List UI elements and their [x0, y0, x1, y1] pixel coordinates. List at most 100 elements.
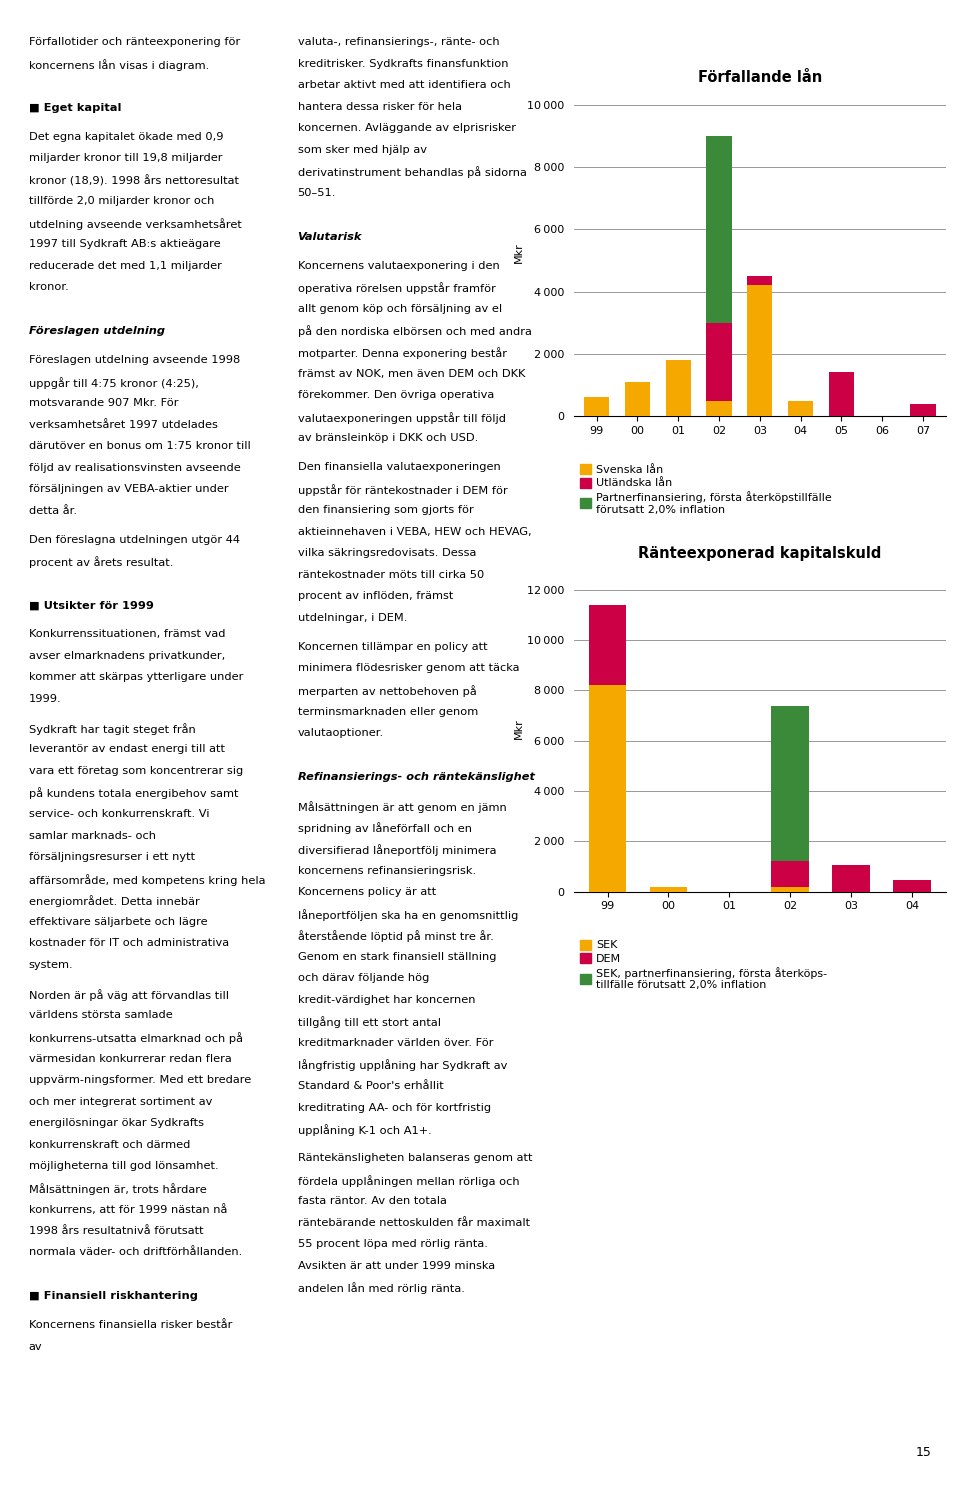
Text: förekommer. Den övriga operativa: förekommer. Den övriga operativa [298, 389, 493, 400]
Text: energilösningar ökar Sydkrafts: energilösningar ökar Sydkrafts [29, 1117, 204, 1128]
Text: utdelningar, i DEM.: utdelningar, i DEM. [298, 612, 407, 623]
Text: 55 procent löpa med rörlig ränta.: 55 procent löpa med rörlig ränta. [298, 1239, 488, 1250]
Bar [707, 401, 732, 416]
Text: motparter. Denna exponering består: motparter. Denna exponering består [298, 346, 507, 360]
Text: Föreslagen utdelning: Föreslagen utdelning [29, 325, 165, 336]
Text: på kundens totala energibehov samt: på kundens totala energibehov samt [29, 788, 238, 799]
Text: procent av inflöden, främst: procent av inflöden, främst [298, 591, 453, 602]
Legend: Svenska lån, Utländska lån, Partnerfinansiering, första återköpstillfälle
föruts: Svenska lån, Utländska lån, Partnerfinan… [580, 464, 832, 514]
Text: konkurrenskraft och därmed: konkurrenskraft och därmed [29, 1140, 190, 1150]
Text: kreditmarknader världen över. För: kreditmarknader världen över. För [298, 1037, 493, 1048]
Text: spridning av låneförfall och en: spridning av låneförfall och en [298, 822, 471, 835]
Text: motsvarande 907 Mkr. För: motsvarande 907 Mkr. För [29, 398, 179, 409]
Bar [665, 360, 691, 416]
Text: kostnader för IT och administrativa: kostnader för IT och administrativa [29, 938, 228, 948]
Text: möjligheterna till god lönsamhet.: möjligheterna till god lönsamhet. [29, 1161, 219, 1171]
Text: diversifierad låneportfölj minimera: diversifierad låneportfölj minimera [298, 844, 496, 856]
Text: fördela upplåningen mellan rörliga och: fördela upplåningen mellan rörliga och [298, 1174, 519, 1187]
Text: system.: system. [29, 960, 73, 970]
Text: försäljningsresurser i ett nytt: försäljningsresurser i ett nytt [29, 851, 195, 862]
Text: av: av [29, 1342, 42, 1352]
Y-axis label: Mkr: Mkr [515, 242, 524, 263]
Text: Refinansierings- och räntekänslighet: Refinansierings- och räntekänslighet [298, 771, 535, 782]
Text: av bränsleinköp i DKK och USD.: av bränsleinköp i DKK och USD. [298, 432, 478, 443]
Text: låneportföljen ska ha en genomsnittlig: låneportföljen ska ha en genomsnittlig [298, 908, 518, 921]
Text: konkurrens, att för 1999 nästan nå: konkurrens, att för 1999 nästan nå [29, 1204, 228, 1216]
Text: koncernen. Avläggande av elprisrisker: koncernen. Avläggande av elprisrisker [298, 123, 516, 134]
Text: därutöver en bonus om 1:75 kronor till: därutöver en bonus om 1:75 kronor till [29, 441, 251, 452]
Bar [650, 887, 687, 892]
Text: koncernens lån visas i diagram.: koncernens lån visas i diagram. [29, 58, 209, 71]
Text: merparten av nettobehoven på: merparten av nettobehoven på [298, 685, 476, 697]
Text: kronor.: kronor. [29, 282, 68, 293]
Text: Genom en stark finansiell ställning: Genom en stark finansiell ställning [298, 951, 496, 961]
Text: tillgång till ett stort antal: tillgång till ett stort antal [298, 1016, 441, 1028]
Y-axis label: Mkr: Mkr [515, 718, 524, 739]
Text: upplåning K-1 och A1+.: upplåning K-1 och A1+. [298, 1123, 431, 1137]
Text: Norden är på väg att förvandlas till: Norden är på väg att förvandlas till [29, 988, 228, 1002]
Bar [707, 135, 732, 322]
Bar [588, 605, 627, 685]
Bar [747, 276, 773, 285]
Text: operativa rörelsen uppstår framför: operativa rörelsen uppstår framför [298, 282, 495, 294]
Bar [588, 685, 627, 892]
Text: Föreslagen utdelning avseende 1998: Föreslagen utdelning avseende 1998 [29, 355, 240, 366]
Text: verksamhetsåret 1997 utdelades: verksamhetsåret 1997 utdelades [29, 419, 218, 429]
Text: procent av årets resultat.: procent av årets resultat. [29, 556, 173, 569]
Text: valutaoptioner.: valutaoptioner. [298, 728, 384, 739]
Text: koncernens refinansieringsrisk.: koncernens refinansieringsrisk. [298, 865, 476, 875]
Text: Valutarisk: Valutarisk [298, 232, 362, 242]
Bar [788, 401, 813, 416]
Text: Den finansiella valutaexponeringen: Den finansiella valutaexponeringen [298, 462, 500, 473]
Text: Koncernens finansiella risker består: Koncernens finansiella risker består [29, 1320, 232, 1330]
Text: vara ett företag som koncentrerar sig: vara ett företag som koncentrerar sig [29, 765, 243, 776]
Text: Räntekänsligheten balanseras genom att: Räntekänsligheten balanseras genom att [298, 1153, 532, 1164]
Text: den finansiering som gjorts för: den finansiering som gjorts för [298, 505, 473, 516]
Bar [625, 382, 650, 416]
Text: kreditrisker. Sydkrafts finansfunktion: kreditrisker. Sydkrafts finansfunktion [298, 58, 508, 68]
Text: 1997 till Sydkraft AB:s aktieägare: 1997 till Sydkraft AB:s aktieägare [29, 239, 221, 250]
Text: ■ Utsikter för 1999: ■ Utsikter för 1999 [29, 600, 154, 611]
Text: avser elmarknadens privatkunder,: avser elmarknadens privatkunder, [29, 651, 225, 661]
Text: hantera dessa risker för hela: hantera dessa risker för hela [298, 101, 462, 111]
Text: Målsättningen är att genom en jämn: Målsättningen är att genom en jämn [298, 801, 506, 813]
Bar [832, 865, 870, 892]
Text: Den föreslagna utdelningen utgör 44: Den föreslagna utdelningen utgör 44 [29, 535, 240, 545]
Text: 50–51.: 50–51. [298, 187, 336, 198]
Text: räntekostnader möts till cirka 50: räntekostnader möts till cirka 50 [298, 569, 484, 580]
Text: normala väder- och driftförhållanden.: normala väder- och driftförhållanden. [29, 1247, 242, 1257]
Text: Koncernens valutaexponering i den: Koncernens valutaexponering i den [298, 260, 499, 270]
Bar [772, 862, 809, 887]
Text: miljarder kronor till 19,8 miljarder: miljarder kronor till 19,8 miljarder [29, 153, 223, 163]
Bar [747, 285, 773, 416]
Text: leverantör av endast energi till att: leverantör av endast energi till att [29, 744, 225, 755]
Bar [910, 404, 936, 416]
Text: på den nordiska elbörsen och med andra: på den nordiska elbörsen och med andra [298, 325, 532, 337]
Bar [584, 397, 610, 416]
Text: valuta-, refinansierings-, ränte- och: valuta-, refinansierings-, ränte- och [298, 37, 499, 48]
Text: Målsättningen är, trots hårdare: Målsättningen är, trots hårdare [29, 1183, 206, 1195]
Text: återstående löptid på minst tre år.: återstående löptid på minst tre år. [298, 930, 493, 942]
Title: Förfallande lån: Förfallande lån [698, 70, 822, 85]
Text: långfristig upplåning har Sydkraft av: långfristig upplåning har Sydkraft av [298, 1060, 507, 1071]
Text: ■ Finansiell riskhantering: ■ Finansiell riskhantering [29, 1291, 198, 1302]
Text: uppgår till 4:75 kronor (4:25),: uppgår till 4:75 kronor (4:25), [29, 376, 199, 389]
Text: värmesidan konkurrerar redan flera: värmesidan konkurrerar redan flera [29, 1054, 231, 1064]
Text: 1998 års resultatnivå förutsatt: 1998 års resultatnivå förutsatt [29, 1226, 204, 1236]
Text: och mer integrerat sortiment av: och mer integrerat sortiment av [29, 1097, 212, 1107]
Text: reducerade det med 1,1 miljarder: reducerade det med 1,1 miljarder [29, 260, 222, 270]
Text: Standard & Poor's erhållit: Standard & Poor's erhållit [298, 1080, 444, 1091]
Text: effektivare säljarbete och lägre: effektivare säljarbete och lägre [29, 917, 207, 927]
Text: följd av realisationsvinsten avseende: följd av realisationsvinsten avseende [29, 462, 241, 473]
Text: kreditrating AA- och för kortfristig: kreditrating AA- och för kortfristig [298, 1103, 491, 1113]
Text: 15: 15 [915, 1446, 931, 1459]
Text: allt genom köp och försäljning av el: allt genom köp och försäljning av el [298, 303, 502, 314]
Text: räntebärande nettoskulden får maximalt: räntebärande nettoskulden får maximalt [298, 1217, 530, 1227]
Text: utdelning avseende verksamhetsåret: utdelning avseende verksamhetsåret [29, 217, 242, 230]
Text: kronor (18,9). 1998 års nettoresultat: kronor (18,9). 1998 års nettoresultat [29, 174, 239, 186]
Text: Avsikten är att under 1999 minska: Avsikten är att under 1999 minska [298, 1260, 494, 1271]
Text: Förfallotider och ränteexponering för: Förfallotider och ränteexponering för [29, 37, 240, 48]
Text: kredit-värdighet har koncernen: kredit-värdighet har koncernen [298, 994, 475, 1005]
Text: Konkurrenssituationen, främst vad: Konkurrenssituationen, främst vad [29, 629, 226, 639]
Text: uppstår för räntekostnader i DEM för: uppstår för räntekostnader i DEM för [298, 483, 507, 496]
